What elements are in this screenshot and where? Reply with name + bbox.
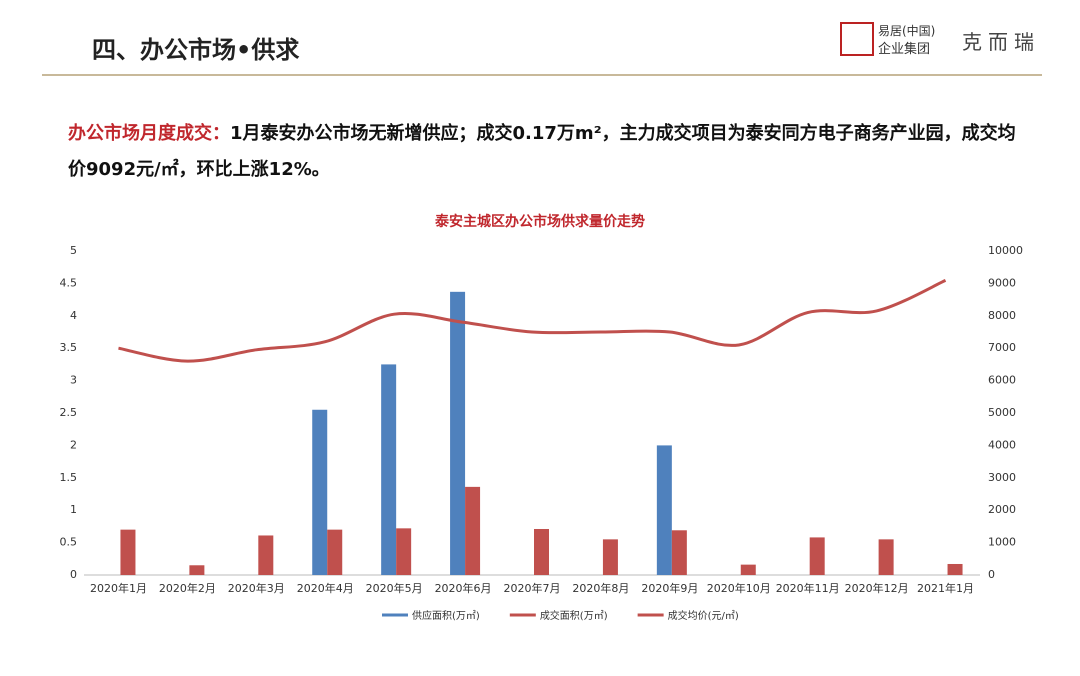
y2-tick-label: 0 xyxy=(988,568,995,581)
bar xyxy=(878,539,894,575)
bar xyxy=(258,535,274,575)
price-line xyxy=(118,279,947,363)
y-tick-label: 4.5 xyxy=(60,276,78,289)
x-tick-label: 2020年4月 xyxy=(297,581,354,595)
bar xyxy=(534,528,549,575)
slide-title: 四、办公市场•供求 xyxy=(92,36,300,64)
y-tick-label: 3.5 xyxy=(60,341,78,354)
logo-group: 企业集团 xyxy=(878,42,931,57)
summary-text: 1月泰安办公市场无新增供应；成交0.17万m²，主力成交项目为泰安同方电子商务产… xyxy=(68,123,1016,180)
x-tick-label: 2020年5月 xyxy=(366,581,423,595)
y-tick-label: 0 xyxy=(70,568,77,581)
logo-name: 易居(中国) xyxy=(878,24,936,38)
y-tick-label: 1.5 xyxy=(60,471,78,484)
legend-label: 成交均价(元/㎡) xyxy=(668,609,739,622)
x-tick-label: 2020年2月 xyxy=(159,581,216,595)
bar xyxy=(465,486,481,575)
bar xyxy=(671,530,687,575)
summary: 办公市场月度成交：1月泰安办公市场无新增供应；成交0.17万m²，主力成交项目为… xyxy=(68,116,1028,188)
chart-title: 泰安主城区办公市场供求量价走势 xyxy=(434,213,645,230)
y-tick-label: 0.5 xyxy=(60,536,78,549)
x-tick-label: 2020年1月 xyxy=(90,581,147,595)
x-tick-label: 2020年12月 xyxy=(845,581,909,595)
divider xyxy=(42,74,1042,76)
y2-tick-label: 3000 xyxy=(988,471,1016,484)
y2-tick-label: 10000 xyxy=(988,244,1023,257)
bar xyxy=(120,529,136,575)
x-tick-label: 2021年1月 xyxy=(917,581,974,595)
bar xyxy=(740,564,756,575)
y-tick-label: 2.5 xyxy=(60,406,78,419)
legend-label: 供应面积(万㎡) xyxy=(412,609,480,622)
y2-tick-label: 6000 xyxy=(988,374,1016,387)
logo-seal xyxy=(840,22,874,56)
y2-tick-label: 9000 xyxy=(988,276,1016,289)
y-tick-label: 5 xyxy=(70,244,77,257)
y-tick-label: 4 xyxy=(70,309,77,322)
y2-tick-label: 2000 xyxy=(988,503,1016,516)
legend-label: 成交面积(万㎡) xyxy=(540,609,608,622)
bar xyxy=(312,409,328,575)
x-tick-label: 2020年3月 xyxy=(228,581,285,595)
bar xyxy=(656,445,672,575)
bar xyxy=(602,539,618,575)
bar xyxy=(381,364,397,575)
bar xyxy=(947,563,963,575)
summary-label: 办公市场月度成交： xyxy=(68,123,230,144)
y2-tick-label: 4000 xyxy=(988,438,1016,451)
x-tick-label: 2020年9月 xyxy=(641,581,698,595)
bar xyxy=(450,291,466,575)
x-tick-label: 2020年7月 xyxy=(504,581,561,595)
x-tick-label: 2020年6月 xyxy=(435,581,492,595)
y2-tick-label: 5000 xyxy=(988,406,1016,419)
x-tick-label: 2020年10月 xyxy=(707,581,771,595)
y2-tick-label: 7000 xyxy=(988,341,1016,354)
x-tick-label: 2020年8月 xyxy=(572,581,629,595)
y-tick-label: 3 xyxy=(70,374,77,387)
y2-tick-label: 8000 xyxy=(988,309,1016,322)
bar xyxy=(327,529,343,575)
y-tick-label: 1 xyxy=(70,503,77,516)
bar xyxy=(809,537,825,575)
bar xyxy=(189,565,205,575)
y-tick-label: 2 xyxy=(70,438,77,451)
x-tick-label: 2020年11月 xyxy=(776,581,840,595)
y2-tick-label: 1000 xyxy=(988,536,1016,549)
bar xyxy=(396,528,412,575)
logo-brand: 克而瑞 xyxy=(962,30,1040,54)
